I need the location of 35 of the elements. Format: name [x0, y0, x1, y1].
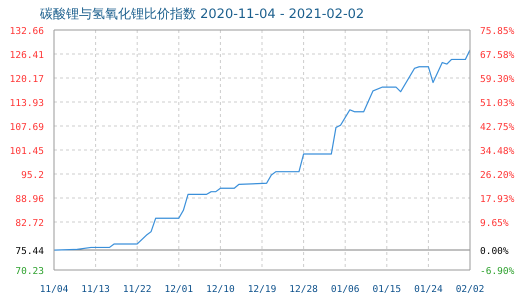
y2-tick-label: 17.93%: [480, 194, 515, 205]
y-tick-label: 95.2: [21, 170, 44, 182]
x-tick-label: 12/19: [248, 284, 277, 295]
y2-tick-label: 75.85%: [480, 26, 515, 37]
y2-tick-label: 34.48%: [480, 146, 515, 157]
y2-tick-label: 42.75%: [480, 122, 515, 133]
x-tick-label: 11/22: [122, 284, 152, 295]
y2-tick-label: 9.65%: [480, 218, 509, 229]
x-tick-label: 01/24: [414, 284, 443, 295]
y-tick-label: 113.93: [10, 98, 44, 110]
y2-tick-label: 67.58%: [480, 50, 515, 61]
y-tick-label: 82.72: [15, 218, 44, 229]
x-tick-label: 12/10: [206, 284, 235, 295]
line-series: [54, 49, 470, 251]
chart-title: 碳酸锂与氢氧化锂比价指数 2020-11-04 - 2021-02-02: [40, 6, 364, 23]
x-tick-label: 01/06: [330, 284, 360, 295]
y2-tick-label: -6.90%: [480, 266, 515, 277]
y-tick-label: 107.69: [10, 122, 44, 133]
y-tick-label: 132.66: [10, 26, 44, 37]
x-tick-label: 11/13: [81, 284, 110, 295]
y-tick-label: 120.17: [10, 74, 44, 86]
y-tick-label: 75.44: [15, 246, 44, 257]
x-tick-label: 02/02: [456, 284, 484, 295]
x-tick-label: 01/15: [372, 284, 402, 295]
y-tick-label: 70.23: [15, 266, 44, 277]
y2-tick-label: 0.00%: [480, 246, 509, 257]
y2-tick-label: 59.30%: [480, 74, 515, 85]
x-tick-label: 12/28: [289, 284, 318, 295]
y-tick-label: 88.96: [15, 194, 44, 205]
y2-tick-label: 51.03%: [480, 98, 515, 109]
y2-tick-label: 26.20%: [480, 170, 515, 181]
x-tick-label: 12/01: [164, 284, 194, 295]
y-tick-label: 101.45: [10, 146, 44, 157]
x-tick-label: 11/04: [40, 284, 69, 295]
y-tick-label: 126.41: [10, 50, 44, 62]
